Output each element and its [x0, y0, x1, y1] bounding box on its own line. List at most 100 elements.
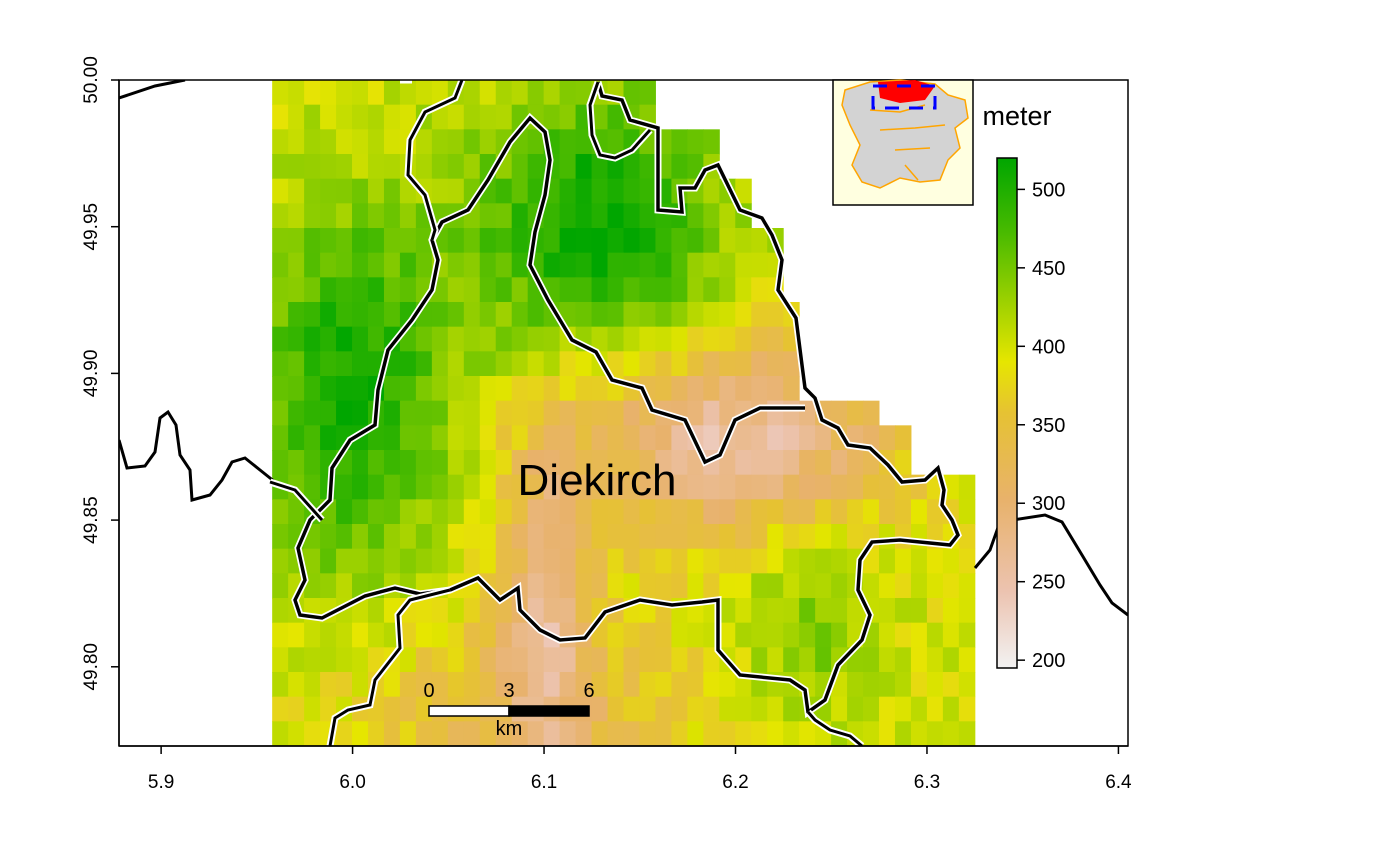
- raster-cell: [799, 647, 816, 673]
- raster-cell: [655, 524, 672, 550]
- raster-cell: [879, 474, 896, 500]
- raster-cell: [479, 425, 497, 451]
- raster-cell: [671, 647, 688, 673]
- raster-cell: [751, 277, 768, 303]
- raster-cell: [352, 277, 369, 303]
- raster-cell: [655, 302, 672, 328]
- raster-cell: [735, 376, 752, 402]
- raster-cell: [575, 721, 593, 746]
- raster-cell: [495, 376, 513, 402]
- raster-cell: [767, 696, 784, 722]
- raster-cell: [879, 598, 896, 624]
- raster-cell: [703, 672, 720, 698]
- raster-cell: [479, 277, 497, 303]
- raster-cell: [415, 548, 433, 574]
- raster-cell: [942, 598, 960, 624]
- raster-cell: [495, 203, 513, 229]
- raster-cell: [304, 203, 321, 229]
- raster-cell: [399, 622, 417, 648]
- raster-cell: [415, 425, 433, 451]
- raster-cell: [288, 647, 305, 673]
- raster-cell: [575, 80, 593, 106]
- raster-cell: [799, 425, 816, 451]
- raster-cell: [751, 228, 768, 254]
- raster-cell: [639, 228, 656, 254]
- scale-unit: km: [496, 718, 523, 740]
- raster-cell: [671, 524, 688, 550]
- raster-cell: [687, 376, 704, 402]
- raster-cell: [607, 622, 624, 648]
- raster-cell: [639, 524, 656, 550]
- raster-cell: [447, 129, 465, 155]
- raster-cell: [863, 647, 880, 673]
- raster-cell: [447, 154, 465, 180]
- raster-cell: [799, 524, 816, 550]
- raster-cell: [783, 548, 800, 574]
- raster-cell: [958, 647, 976, 673]
- raster-cell: [463, 277, 481, 303]
- raster-cell: [288, 277, 305, 303]
- raster-cell: [687, 499, 704, 525]
- raster-cell: [623, 178, 640, 204]
- raster-cell: [591, 425, 609, 451]
- raster-cell: [447, 252, 465, 278]
- raster-cell: [719, 474, 736, 500]
- raster-cell: [751, 376, 768, 402]
- raster-cell: [687, 721, 704, 746]
- raster-cell: [415, 598, 433, 624]
- raster-cell: [639, 548, 656, 574]
- raster-cell: [831, 573, 848, 599]
- raster-cell: [847, 672, 864, 698]
- raster-cell: [735, 647, 752, 673]
- raster-cell: [910, 647, 928, 673]
- raster-cell: [431, 499, 449, 525]
- raster-cell: [863, 721, 880, 746]
- raster-cell: [447, 104, 465, 130]
- raster-cell: [495, 548, 513, 574]
- raster-cell: [559, 499, 577, 525]
- raster-cell: [703, 721, 720, 746]
- raster-cell: [703, 277, 720, 303]
- raster-cell: [655, 351, 672, 377]
- raster-cell: [559, 622, 577, 648]
- raster-cell: [288, 129, 305, 155]
- raster-cell: [479, 351, 497, 377]
- raster-cell: [415, 80, 433, 106]
- raster-cell: [431, 622, 449, 648]
- raster-cell: [336, 80, 353, 106]
- raster-cell: [431, 548, 449, 574]
- overview-inset: [832, 79, 974, 206]
- raster-cell: [575, 302, 593, 328]
- raster-cell: [607, 499, 624, 525]
- raster-cell: [703, 351, 720, 377]
- raster-cell: [575, 129, 593, 155]
- raster-cell: [671, 228, 688, 254]
- raster-cell: [894, 573, 912, 599]
- raster-cell: [352, 573, 369, 599]
- y-tick-label: 49.95: [81, 203, 102, 251]
- raster-cell: [958, 721, 976, 746]
- raster-cell: [479, 400, 497, 426]
- raster-cell: [863, 573, 880, 599]
- raster-cell: [671, 474, 688, 500]
- raster-cell: [463, 129, 481, 155]
- raster-cell: [495, 450, 513, 476]
- raster-cell: [879, 672, 896, 698]
- raster-cell: [735, 573, 752, 599]
- raster-cell: [415, 326, 433, 352]
- raster-cell: [910, 548, 928, 574]
- raster-cell: [639, 154, 656, 180]
- raster-cell: [735, 548, 752, 574]
- raster-cell: [687, 351, 704, 377]
- raster-cell: [591, 104, 609, 130]
- raster-cell: [399, 524, 417, 550]
- raster-cell: [575, 474, 593, 500]
- raster-cell: [272, 425, 289, 451]
- raster-cell: [815, 524, 832, 550]
- raster-cell: [447, 228, 465, 254]
- raster-cell: [767, 326, 784, 352]
- raster-cell: [623, 351, 640, 377]
- raster-cell: [687, 129, 704, 155]
- raster-cell: [575, 672, 593, 698]
- raster-cell: [304, 696, 321, 722]
